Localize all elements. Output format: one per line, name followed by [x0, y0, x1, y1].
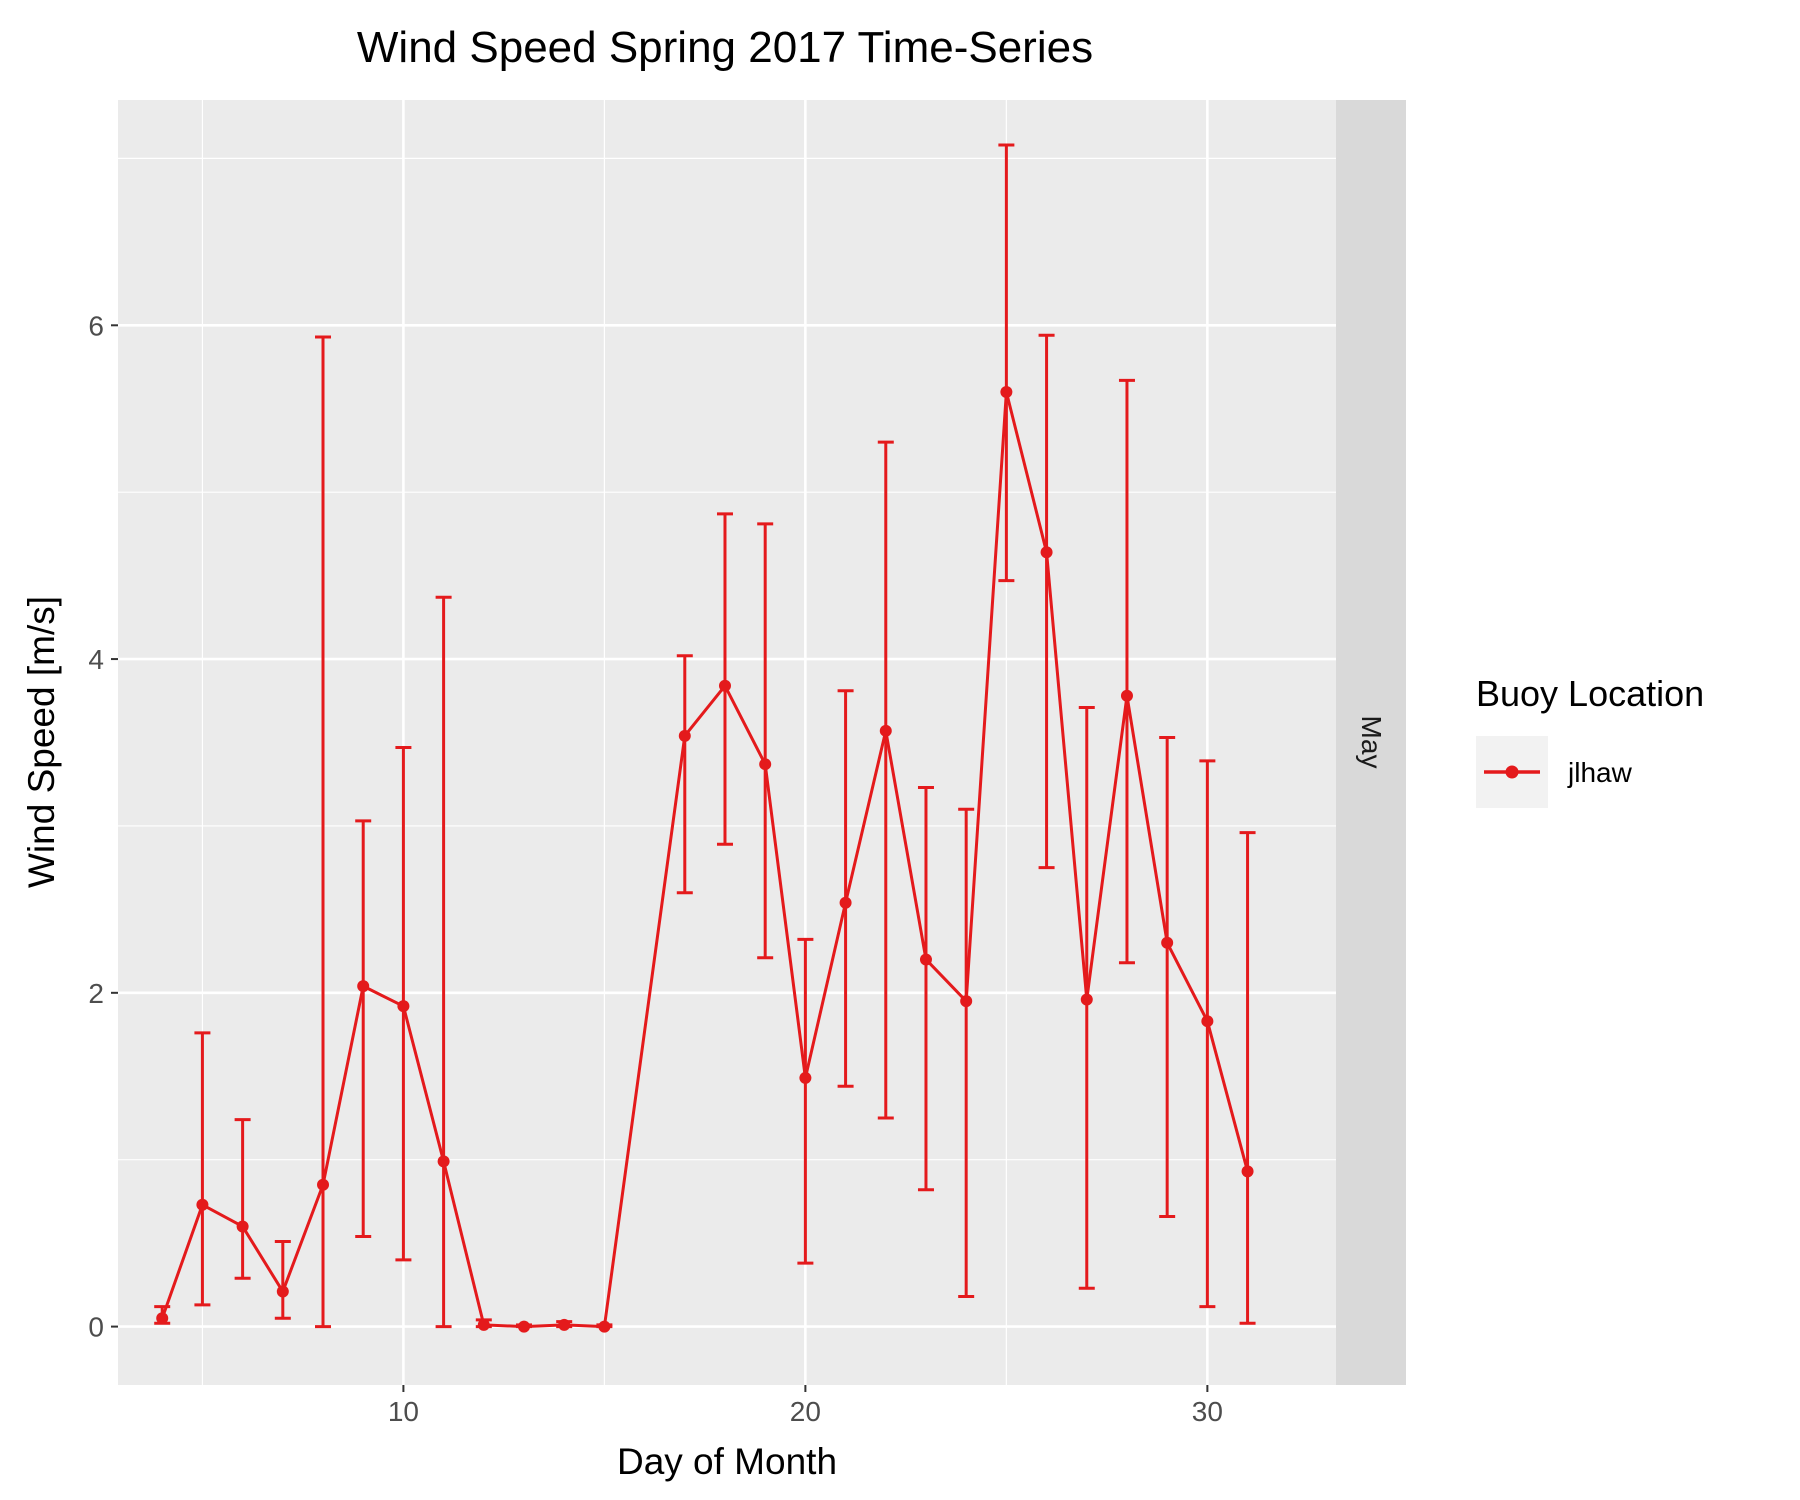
data-point — [477, 1318, 490, 1331]
data-point — [437, 1155, 450, 1168]
data-point — [558, 1318, 571, 1331]
x-axis-title: Day of Month — [617, 1441, 837, 1482]
x-tick-label: 10 — [388, 1396, 419, 1427]
data-point — [799, 1071, 812, 1084]
legend-label-jlhaw: jlhaw — [1567, 757, 1633, 788]
legend-key-point — [1505, 765, 1519, 779]
axes: 10 20 30 0 2 4 6 — [88, 310, 1223, 1427]
data-point — [1120, 689, 1133, 702]
data-point — [960, 995, 973, 1008]
data-point — [1161, 936, 1174, 949]
data-point — [718, 679, 731, 692]
data-point — [678, 729, 691, 742]
y-tick-label: 2 — [88, 978, 104, 1009]
data-point — [919, 953, 932, 966]
legend-title: Buoy Location — [1476, 673, 1704, 714]
y-tick-label: 0 — [88, 1312, 104, 1343]
data-point — [1241, 1165, 1254, 1178]
data-point — [839, 896, 852, 909]
data-point — [236, 1220, 249, 1233]
y-tick-label: 6 — [88, 310, 104, 341]
data-point — [196, 1198, 209, 1211]
data-point — [1040, 546, 1053, 559]
series-jlhaw — [154, 143, 1256, 1333]
data-point — [397, 1000, 410, 1013]
x-tick-label: 30 — [1192, 1396, 1223, 1427]
plot-panel — [118, 100, 1336, 1385]
data-point — [357, 980, 370, 993]
data-point — [518, 1320, 530, 1333]
chart-title: Wind Speed Spring 2017 Time-Series — [357, 23, 1093, 72]
data-point — [598, 1320, 611, 1333]
facet-strip — [1336, 100, 1406, 1385]
data-point — [879, 724, 892, 737]
data-point — [1201, 1015, 1214, 1028]
data-point — [276, 1285, 289, 1298]
data-point — [156, 1312, 169, 1325]
data-point — [1080, 993, 1093, 1006]
y-axis-title: Wind Speed [m/s] — [21, 596, 62, 888]
data-point — [1000, 386, 1013, 399]
data-point — [317, 1178, 330, 1191]
x-tick-label: 20 — [790, 1396, 821, 1427]
data-point — [759, 758, 772, 771]
facet-strip-label: May — [1356, 716, 1387, 769]
y-tick-label: 4 — [88, 644, 104, 675]
legend: Buoy Location jlhaw — [1476, 673, 1704, 808]
